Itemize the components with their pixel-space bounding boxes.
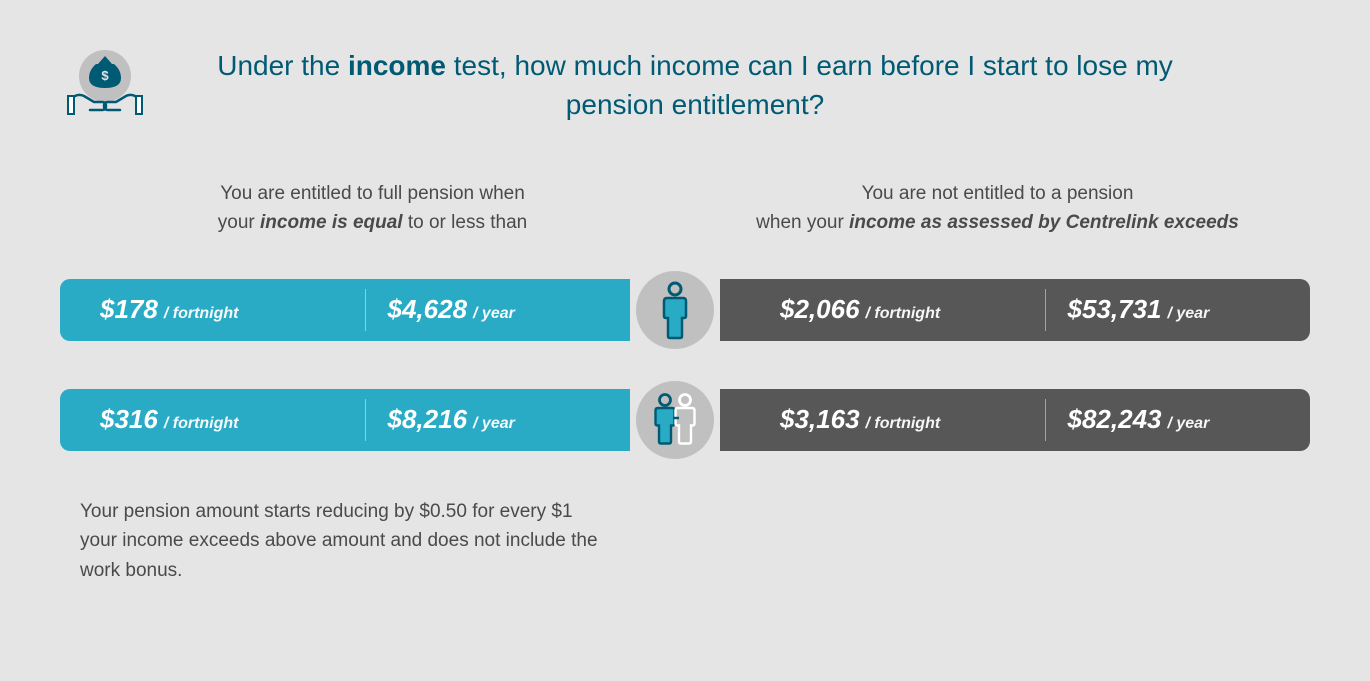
right-column-header: You are not entitled to a pension when y… — [685, 180, 1310, 237]
amount-unit: / year — [1167, 305, 1209, 323]
fortnight-cell: $2,066 / fortnight — [780, 294, 1023, 325]
amount-unit: / fortnight — [164, 305, 239, 323]
money-hands-icon: $ — [60, 40, 150, 130]
amount-value: $3,163 — [780, 404, 860, 435]
amount-unit: / fortnight — [164, 415, 239, 433]
amount-unit: / fortnight — [866, 415, 941, 433]
bar-divider — [1045, 289, 1046, 331]
svg-text:$: $ — [101, 68, 109, 83]
amount-value: $2,066 — [780, 294, 860, 325]
amount-value: $8,216 — [388, 404, 468, 435]
amount-value: $82,243 — [1068, 404, 1162, 435]
amount-value: $178 — [100, 294, 158, 325]
no-pension-bar: $2,066 / fortnight $53,731 / year — [720, 279, 1310, 341]
single-person-icon — [630, 265, 720, 355]
full-pension-bar: $316 / fortnight $8,216 / year — [60, 389, 630, 451]
no-pension-bar: $3,163 / fortnight $82,243 / year — [720, 389, 1310, 451]
fortnight-cell: $316 / fortnight — [100, 404, 343, 435]
fortnight-cell: $3,163 / fortnight — [780, 404, 1023, 435]
amount-unit: / year — [1167, 415, 1209, 433]
year-cell: $8,216 / year — [388, 404, 631, 435]
header: $ Under the income test, how much income… — [60, 40, 1310, 130]
left-column-header: You are entitled to full pension when yo… — [60, 180, 685, 237]
column-headers: You are entitled to full pension when yo… — [60, 180, 1310, 237]
amount-value: $53,731 — [1068, 294, 1162, 325]
footnote-text: Your pension amount starts reducing by $… — [80, 497, 600, 585]
full-pension-bar: $178 / fortnight $4,628 / year — [60, 279, 630, 341]
bar-divider — [365, 399, 366, 441]
amount-unit: / year — [473, 415, 515, 433]
bar-divider — [1045, 399, 1046, 441]
income-row-single: $178 / fortnight $4,628 / year $2,066 / … — [60, 277, 1310, 342]
bar-divider — [365, 289, 366, 331]
year-cell: $53,731 / year — [1068, 294, 1311, 325]
amount-unit: / fortnight — [866, 305, 941, 323]
page-title: Under the income test, how much income c… — [180, 46, 1310, 124]
amount-value: $316 — [100, 404, 158, 435]
amount-unit: / year — [473, 305, 515, 323]
income-row-couple: $316 / fortnight $8,216 / year $3,163 / … — [60, 387, 1310, 452]
fortnight-cell: $178 / fortnight — [100, 294, 343, 325]
couple-icon — [630, 375, 720, 465]
year-cell: $82,243 / year — [1068, 404, 1311, 435]
amount-value: $4,628 — [388, 294, 468, 325]
year-cell: $4,628 / year — [388, 294, 631, 325]
